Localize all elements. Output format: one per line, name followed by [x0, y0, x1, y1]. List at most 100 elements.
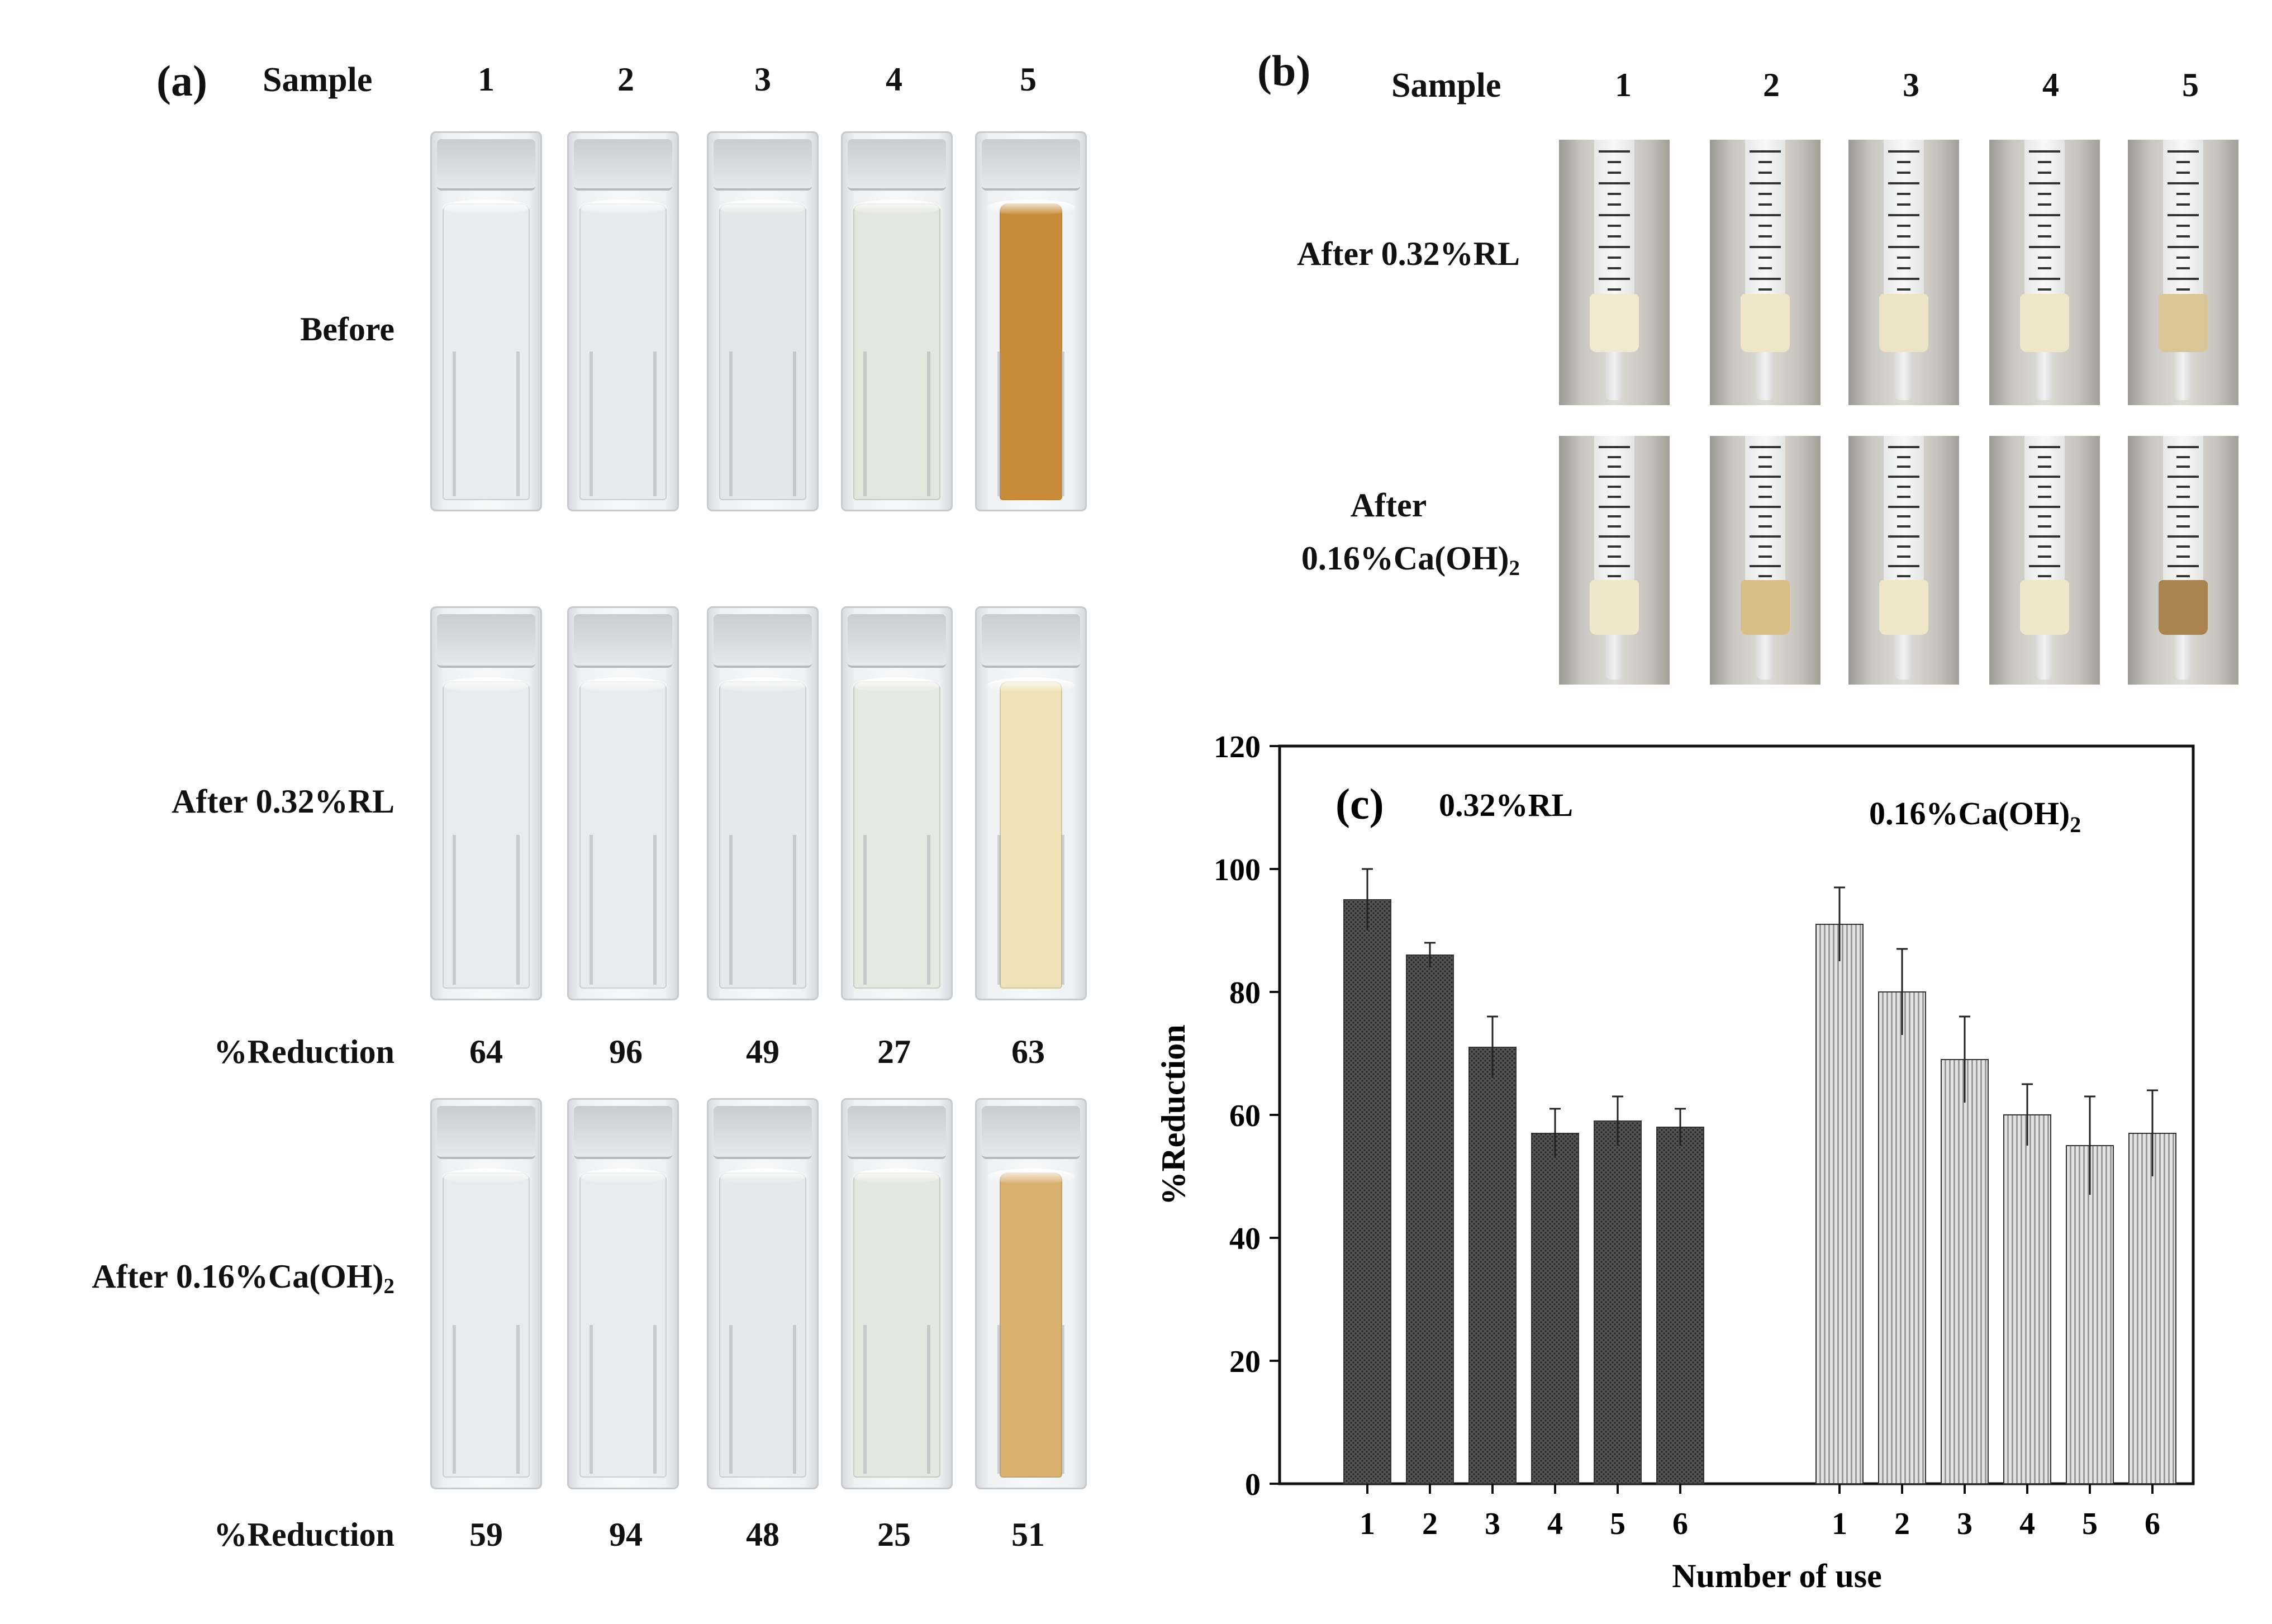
syringe-barrel: [2024, 140, 2065, 305]
reduction-value: 49: [746, 1033, 779, 1070]
syringe-tick: [1897, 486, 1910, 488]
syringe-barrel: [1594, 436, 1634, 590]
syringe-tick: [2168, 476, 2199, 478]
cuvette-cap: [437, 139, 535, 191]
syringe-tick: [2176, 575, 2190, 578]
syringe-after_caoh-sample-3: [1848, 436, 1959, 685]
syringe-tick: [1897, 466, 1910, 468]
syringe-barrel: [1745, 436, 1785, 590]
cuvette-liquid: [719, 203, 806, 500]
reduction-value: 64: [469, 1033, 503, 1070]
syringe-after_caoh-sample-4: [1989, 436, 2100, 685]
cuvette-cap: [982, 1106, 1080, 1159]
syringe-tick: [1888, 278, 1919, 280]
panel-b-sample-header: Sample: [1391, 67, 1501, 105]
syringe-tick: [1750, 476, 1781, 478]
bar: [1343, 899, 1391, 1484]
panel-b-row-label-caoh-main: 0.16%Ca(OH): [1301, 540, 1509, 577]
syringe-tick: [2168, 182, 2199, 184]
cuvette-rib: [453, 834, 456, 985]
cuvette-rib: [729, 1325, 733, 1474]
syringe-tick: [2168, 214, 2199, 216]
cuvette-rib: [793, 352, 796, 496]
syringe-plug: [1741, 293, 1790, 352]
cuvette-cap: [437, 1106, 535, 1159]
syringe-barrel: [1884, 140, 1924, 305]
cuvette-rib: [590, 1325, 593, 1474]
syringe-tick: [1758, 161, 1772, 163]
syringe-tick: [2176, 515, 2190, 518]
panel-a-sample-number: 2: [617, 61, 634, 98]
syringe-tick: [2176, 555, 2190, 558]
cuvette-meniscus: [443, 677, 530, 694]
syringe-plug: [1879, 293, 1928, 352]
row-label-after-rl: After 0.32%RL: [172, 783, 394, 820]
x-tick-label: 6: [2145, 1507, 2160, 1541]
cuvette-before-sample-1: [430, 131, 542, 511]
panel-b-row-label-caoh-sub: 2: [1509, 555, 1520, 580]
syringe-tick: [1750, 505, 1781, 508]
cuvette-rib: [516, 834, 520, 985]
cuvette-after_caoh-sample-1: [430, 1098, 542, 1489]
syringe-tick: [2176, 235, 2190, 238]
syringe-tick: [2176, 267, 2190, 269]
x-tick-label: 1: [1832, 1507, 1847, 1541]
cuvette-cap: [982, 139, 1080, 191]
cuvette-meniscus: [853, 1169, 940, 1184]
syringe-tick: [1897, 555, 1910, 558]
syringe-tick: [1897, 172, 1910, 174]
syringe-tick: [2029, 445, 2060, 448]
syringe-tick: [2168, 535, 2199, 538]
syringe-tip: [2036, 635, 2054, 680]
bar: [2066, 1145, 2114, 1484]
syringe-plug: [2020, 293, 2069, 352]
cuvette-before-sample-2: [567, 131, 679, 511]
syringe-tick: [2176, 495, 2190, 498]
x-tick-label: 2: [1422, 1507, 1438, 1541]
syringe-tick: [1608, 515, 1621, 518]
syringe-tick: [2176, 203, 2190, 206]
cuvette-meniscus: [443, 200, 530, 215]
cuvette-meniscus: [987, 200, 1075, 215]
syringe-tick: [1897, 203, 1910, 206]
syringe-tick: [1608, 495, 1621, 498]
syringe-tick: [2176, 525, 2190, 528]
syringe-tip: [1756, 352, 1774, 400]
syringe-tick: [1599, 565, 1630, 568]
syringe-tick: [1758, 193, 1772, 195]
panel-a-sample-number: 1: [478, 61, 495, 98]
syringe-tick: [1758, 486, 1772, 488]
reduction-label-rl: %Reduction: [213, 1033, 394, 1070]
cuvette-after_rl-sample-1: [430, 606, 542, 1000]
syringe-tick: [1897, 515, 1910, 518]
syringe-tick: [1897, 161, 1910, 163]
bar: [1878, 991, 1926, 1484]
panel-a-sample-header: Sample: [263, 61, 373, 99]
syringe-tip: [1605, 352, 1623, 400]
syringe-tick: [2038, 267, 2051, 269]
cuvette-before-sample-4: [841, 131, 953, 511]
syringe-tick: [1758, 525, 1772, 528]
syringe-tick: [2038, 515, 2051, 518]
syringe-tick: [1758, 455, 1772, 458]
syringe-tick: [1608, 455, 1621, 458]
syringe-tick: [1599, 476, 1630, 478]
cuvette-rib: [793, 834, 796, 985]
syringe-barrel: [1594, 140, 1634, 305]
cuvette-cap: [848, 1106, 946, 1159]
cuvette-before-sample-5: [975, 131, 1087, 511]
syringe-tick: [1608, 575, 1621, 578]
row-label-before: Before: [300, 311, 394, 348]
syringe-tick: [2038, 235, 2051, 238]
syringe-tip: [2174, 352, 2192, 400]
syringe-tick: [1599, 214, 1630, 216]
bar: [1656, 1127, 1704, 1484]
cuvette-before-sample-3: [707, 131, 819, 511]
syringe-tip: [2036, 352, 2054, 400]
cuvette-cap: [714, 614, 812, 668]
syringe-tick: [1758, 267, 1772, 269]
syringe-tick: [1888, 476, 1919, 478]
syringe-tick: [1897, 193, 1910, 195]
cuvette-cap: [574, 614, 672, 668]
cuvette-liquid: [443, 1172, 530, 1478]
